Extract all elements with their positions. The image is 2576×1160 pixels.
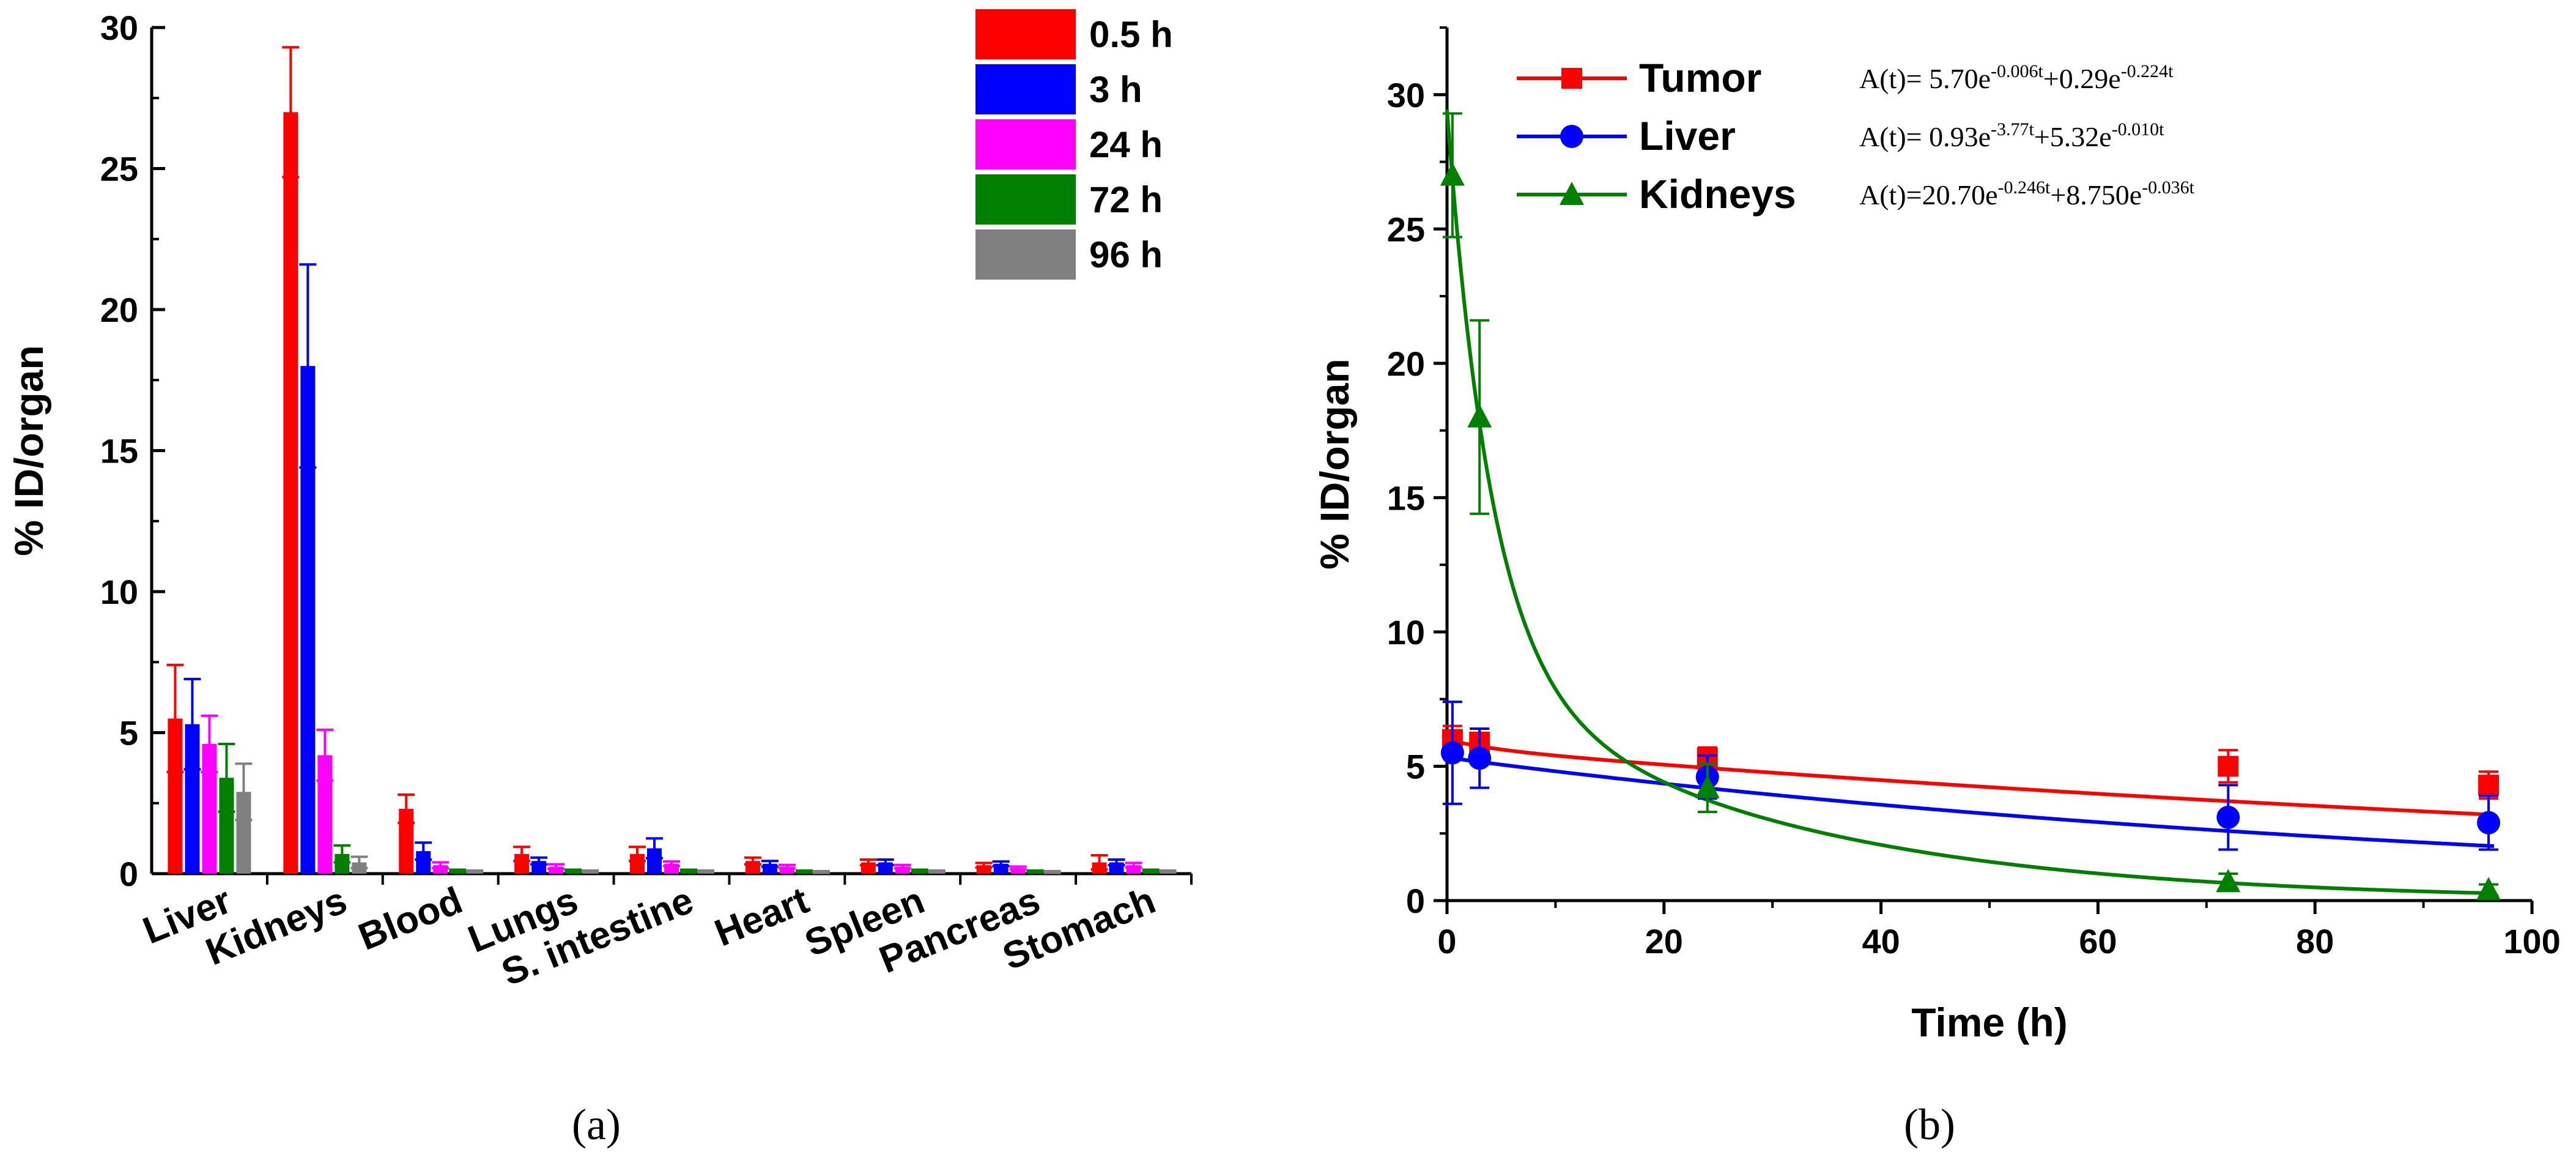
y-tick-label: 10 xyxy=(1387,613,1425,652)
x-tick-label: 40 xyxy=(1862,922,1900,961)
equation-exponent: -0.010t xyxy=(2112,119,2164,139)
legend-label-96-h: 96 h xyxy=(1089,234,1163,275)
y-tick-label: 30 xyxy=(100,9,138,47)
equation-term: +5.32e xyxy=(2034,121,2112,152)
data-point-liver xyxy=(1468,746,1492,770)
equation-term: A(t)= 5.70e xyxy=(1859,63,1991,94)
equation-exponent: -0.036t xyxy=(2142,177,2194,198)
bar-spleen-24-h xyxy=(895,866,910,874)
line-chart-panel: 0 5 10 15 20 25 30 0 20 40 60 80 100 % ID/organ Time (… xyxy=(1312,26,2561,1149)
legend-swatch-96-h xyxy=(975,229,1076,280)
bar-pancreas-24-h xyxy=(1010,868,1026,874)
legend-label-kidneys: Kidneys xyxy=(1639,171,1796,217)
equation-exponent: -0.224t xyxy=(2121,61,2174,81)
legend-label-tumor: Tumor xyxy=(1639,55,1761,100)
equation-exponent: -0.246t xyxy=(1998,177,2051,198)
bar-kidneys-0-5-h xyxy=(283,112,298,874)
fit-curve-kidneys xyxy=(1445,109,2494,896)
legend-label-24-h: 24 h xyxy=(1089,124,1163,165)
legend-swatch-24-h xyxy=(975,119,1076,169)
equation-term: +0.29e xyxy=(2043,63,2121,94)
y-tick-label: 15 xyxy=(100,432,138,470)
data-point-tumor xyxy=(2478,775,2500,796)
data-point-kidneys xyxy=(2476,877,2501,901)
y-tick-label: 25 xyxy=(100,150,138,188)
y-tick-label: 30 xyxy=(1387,76,1425,114)
legend-swatch-0-5-h xyxy=(975,9,1076,59)
y-axis-title: % ID/organ xyxy=(1312,359,1357,570)
fit-curve-liver xyxy=(1445,732,2495,848)
equation-term: +8.750e xyxy=(2050,179,2142,210)
legend-label-72-h: 72 h xyxy=(1089,179,1163,220)
x-tick-label: 100 xyxy=(2503,922,2560,961)
y-tick-label: 0 xyxy=(119,855,138,893)
x-tick-label: 60 xyxy=(2079,922,2117,961)
bar-lungs-24-h xyxy=(549,866,564,874)
x-tick-label: 80 xyxy=(2296,922,2334,961)
data-point-liver xyxy=(1440,741,1464,765)
equation-term: A(t)=20.70e xyxy=(1859,179,1998,210)
equation-tumor: A(t)= 5.70e-0.006t+0.29e-0.224t xyxy=(1859,61,2174,94)
legend-swatch-3-h xyxy=(975,64,1076,114)
y-tick-label: 15 xyxy=(1387,478,1425,517)
equation-kidneys: A(t)=20.70e-0.246t+8.750e-0.036t xyxy=(1859,177,2195,210)
legend-marker-tumor xyxy=(1561,68,1582,89)
y-tick-label: 5 xyxy=(1406,747,1425,786)
equation-exponent: -0.006t xyxy=(1991,61,2043,81)
x-tick-label: 20 xyxy=(1645,922,1683,961)
legend-swatch-72-h xyxy=(975,174,1076,225)
legend-label-0-5-h: 0.5 h xyxy=(1089,14,1173,55)
category-label-blood: Blood xyxy=(353,879,468,959)
data-point-kidneys xyxy=(1440,162,1465,186)
panel-label-b: (b) xyxy=(1904,1100,1955,1149)
data-point-kidneys xyxy=(2216,869,2241,893)
y-tick-label: 25 xyxy=(1387,210,1425,248)
data-point-tumor xyxy=(2218,756,2239,777)
panel-label-a: (a) xyxy=(572,1100,621,1149)
data-point-liver xyxy=(2477,811,2501,835)
legend-label-3-h: 3 h xyxy=(1089,69,1142,110)
y-tick-label: 5 xyxy=(119,714,138,753)
bar-heart-24-h xyxy=(779,866,794,874)
fit-curve-tumor xyxy=(1446,738,2495,817)
legend-marker-liver xyxy=(1560,125,1583,148)
data-point-kidneys xyxy=(1467,404,1492,428)
y-axis-title: % ID/organ xyxy=(6,345,51,556)
equation-term: A(t)= 0.93e xyxy=(1859,121,1991,152)
equation-exponent: -3.77t xyxy=(1991,119,2034,139)
y-tick-label: 10 xyxy=(100,573,138,611)
equation-liver: A(t)= 0.93e-3.77t+5.32e-0.010t xyxy=(1859,119,2164,152)
y-tick-label: 20 xyxy=(1387,344,1425,383)
category-label-heart: Heart xyxy=(709,879,815,954)
legend-label-liver: Liver xyxy=(1639,113,1736,158)
x-tick-label: 0 xyxy=(1437,922,1456,961)
y-tick-label: 20 xyxy=(100,291,138,329)
data-point-kidneys xyxy=(1695,775,1720,798)
y-tick-label: 0 xyxy=(1406,882,1425,920)
legend-marker-kidneys xyxy=(1560,182,1584,205)
x-axis-title: Time (h) xyxy=(1911,1000,2067,1045)
data-point-liver xyxy=(2216,805,2240,829)
